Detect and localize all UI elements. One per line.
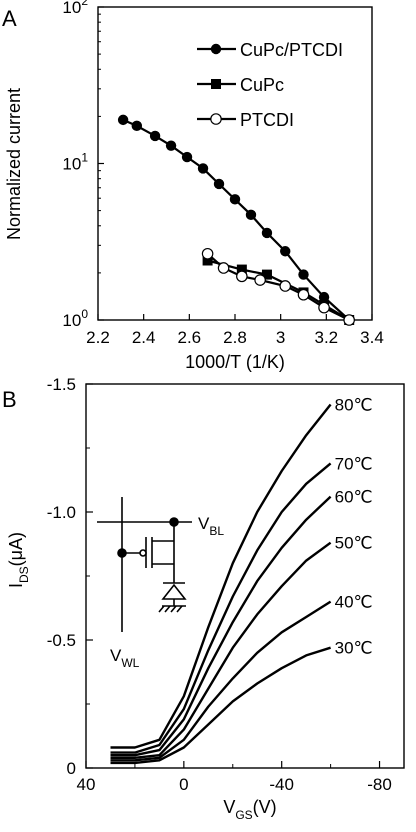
data-point-ptcdi (343, 314, 355, 326)
panel-a-x-tick-label: 3.4 (360, 328, 384, 347)
data-point-cupc-ptcdi (165, 140, 177, 151)
series-line-60c (110, 495, 332, 757)
series-40c: 40℃ (110, 593, 373, 762)
panel-b-x-axis-title: VGS(V) (223, 797, 276, 822)
panel-b-y-tick-label: 0 (67, 759, 76, 778)
panel-b-chart: 40 0 -40 -80 0-0.5-1.0-1.5 80℃70℃60℃50℃40℃3… (6, 375, 405, 822)
series-70c: 70℃ (110, 454, 373, 754)
panel-a-chart: 2.2 2.4 2.6 2.8 3 3.2 3.4 100 101 102 CuPc/PTCDI… (4, 0, 384, 372)
data-point-cupc-ptcdi (280, 246, 291, 257)
data-point-cupc-ptcdi (261, 227, 273, 239)
data-point-cupc-ptcdi (197, 163, 209, 174)
panel-b-series: 80℃ 70℃ 60℃ 50℃ 40℃ 30℃ (110, 395, 373, 765)
panel-b-y-tick-label: -1.0 (47, 503, 76, 522)
data-point-cupc-ptcdi (213, 178, 225, 190)
series-line-80c (110, 403, 332, 749)
v-bl-label: VBL (198, 514, 224, 538)
data-point-ptcdi (236, 270, 248, 283)
data-point-ptcdi (297, 288, 310, 301)
panel-a-y-axis-title: Normalized current (4, 88, 24, 240)
data-point-ptcdi (217, 262, 230, 274)
series-line-70c (110, 462, 332, 754)
data-point-cupc-ptcdi (117, 114, 129, 126)
series-ptcdi (201, 247, 355, 326)
data-point-ptcdi (279, 280, 292, 292)
data-point-cupc-ptcdi (149, 130, 161, 142)
data-point-cupc-ptcdi (181, 151, 193, 163)
legend-item-cupc: CuPc (197, 75, 284, 95)
temperature-label-40c: 40℃ (335, 593, 373, 612)
legend-label: CuPc (240, 75, 284, 95)
panel-a-x-tick-label: 2.8 (223, 328, 247, 347)
series-50c: 50℃ (110, 534, 373, 759)
circuit-inset (97, 497, 192, 632)
panel-a-legend: CuPc/PTCDI CuPc PTCDI (197, 40, 343, 130)
series-line-cupc-ptcdi (122, 118, 350, 321)
temperature-label-80c: 80℃ (335, 395, 373, 414)
data-point-cupc-ptcdi (229, 194, 241, 205)
panel-b-y-tick-label: -0.5 (47, 631, 76, 650)
legend-label: CuPc/PTCDI (240, 40, 343, 60)
panel-a-y-tick-label: 101 (62, 151, 88, 174)
data-point-cupc-ptcdi (245, 209, 257, 221)
data-point-ptcdi (318, 301, 330, 314)
panel-b-x-ticks: 40 0 -40 -80 (77, 761, 392, 794)
panel-a-y-tick-label: 102 (62, 0, 88, 17)
panel-a-x-tick-label: 2.6 (178, 328, 202, 347)
series-80c: 80℃ (110, 395, 373, 749)
series-60c: 60℃ (110, 488, 373, 757)
temperature-label-30c: 30℃ (335, 639, 373, 658)
data-point-cupc (261, 269, 272, 280)
panel-b-letter: B (2, 387, 17, 412)
panel-a-x-tick-label: 2.4 (132, 328, 156, 347)
legend-marker (211, 79, 221, 89)
series-cupc-ptcdi (117, 114, 355, 326)
panel-a-x-axis-title: 1000/T (1/K) (185, 352, 285, 372)
data-point-cupc-ptcdi (131, 120, 143, 132)
temperature-label-70c: 70℃ (335, 454, 373, 473)
legend-marker (210, 43, 222, 55)
v-wl-label: VWL (110, 646, 140, 670)
panel-a-x-tick-label: 3 (276, 328, 285, 347)
legend-marker (210, 113, 222, 125)
panel-b-y-tick-label: -1.5 (47, 375, 76, 394)
temperature-label-50c: 50℃ (335, 534, 373, 553)
panel-a-y-tick-label: 100 (62, 307, 88, 330)
panel-a-y-ticks: 100 101 102 (62, 0, 104, 330)
panel-a-series (117, 114, 355, 326)
temperature-label-60c: 60℃ (335, 488, 373, 507)
legend-label: PTCDI (240, 110, 294, 130)
panel-a-x-ticks: 2.2 2.4 2.6 2.8 3 3.2 3.4 (86, 314, 384, 347)
panel-b-y-axis-title: IDS(μA) (6, 532, 31, 588)
panel-b-x-tick-label: -40 (269, 775, 294, 794)
series-line-40c (110, 600, 332, 762)
data-point-cupc-ptcdi (298, 269, 309, 280)
panel-b-x-tick-label: -80 (367, 775, 392, 794)
panel-a-x-tick-label: 3.2 (315, 328, 339, 347)
data-point-ptcdi (254, 274, 266, 286)
panel-a-x-tick-label: 2.2 (86, 328, 110, 347)
series-30c: 30℃ (110, 639, 373, 765)
data-point-ptcdi (201, 247, 214, 260)
panel-b-y-ticks: 0 -0.5 -1.0 -1.5 (47, 375, 93, 778)
data-point-cupc-ptcdi (318, 291, 330, 303)
legend-item-cupc-ptcdi: CuPc/PTCDI (197, 40, 343, 60)
series-line-50c (110, 541, 332, 759)
data-point-cupc (202, 255, 213, 266)
panel-b-x-tick-label: 0 (179, 775, 188, 794)
series-line-30c (110, 646, 331, 765)
data-point-cupc (236, 264, 247, 275)
legend-item-ptcdi: PTCDI (197, 110, 294, 130)
panel-b-x-tick-label: 40 (77, 775, 96, 794)
panel-a-letter: A (2, 6, 17, 31)
